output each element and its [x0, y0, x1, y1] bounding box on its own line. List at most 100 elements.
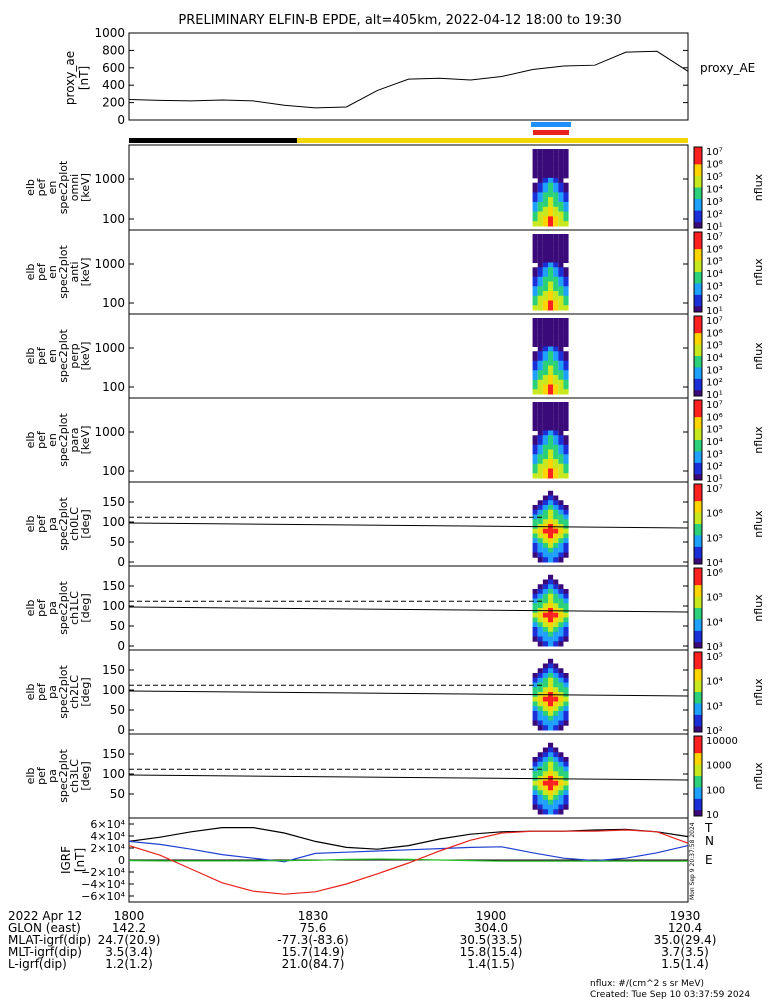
spec-cell — [563, 463, 569, 469]
spec-cell — [558, 752, 564, 758]
spec-cell — [532, 411, 538, 417]
spec-cell — [563, 221, 569, 227]
spec-cell — [537, 725, 543, 731]
colorbar-swatch — [694, 692, 702, 699]
spec-cell — [563, 449, 569, 455]
spec-cell — [563, 757, 569, 763]
spec-cell — [542, 473, 548, 479]
spec-cell — [563, 790, 569, 796]
colorbar-swatch — [694, 266, 702, 273]
colorbar-swatch — [694, 776, 702, 783]
spec-cell — [532, 612, 538, 618]
spec-cell — [558, 543, 564, 549]
spec-cell — [553, 804, 559, 810]
ephem-value: 30.5(33.5) — [460, 933, 523, 947]
spec-cell — [558, 411, 564, 417]
spec-cell — [563, 163, 569, 169]
spec-cell — [563, 327, 569, 333]
spec-ylabel-1: pef — [35, 346, 48, 365]
spec-cell — [563, 435, 569, 441]
spec-ylabel-2: en — [46, 265, 59, 279]
spec-cell — [532, 440, 538, 446]
spec-cell — [532, 341, 538, 347]
spec-cell — [563, 158, 569, 164]
spec-cell — [537, 468, 543, 474]
colorbar-swatch — [694, 657, 702, 664]
spec-cell — [532, 711, 538, 717]
spec-cell — [548, 182, 554, 188]
spec-cell — [548, 687, 554, 693]
spec-cell — [558, 206, 564, 213]
spec-cell — [542, 463, 548, 469]
spec-cell — [542, 589, 548, 595]
spec-cell — [537, 543, 543, 549]
spec-cell — [548, 725, 554, 731]
spec-ylabel-3: spec2plot — [57, 497, 70, 551]
spec-cell — [558, 322, 564, 328]
spec-cell — [537, 444, 543, 450]
spec-cell — [558, 761, 564, 767]
spec-cell — [542, 384, 548, 390]
spec-cell — [548, 402, 554, 408]
proxy-ae-frame — [128, 32, 689, 121]
igrf-tick-label: −4×10⁴ — [81, 878, 125, 891]
spec-cell — [537, 322, 543, 328]
spec-ylabel-4: ch0LC — [68, 507, 81, 541]
spec-cell — [558, 673, 564, 679]
spec-cell — [558, 725, 564, 731]
spec-ylabel-2: en — [46, 349, 59, 363]
colorbar-swatch — [694, 434, 702, 441]
spec-cell — [553, 216, 559, 222]
spec-cell — [542, 421, 548, 427]
spec-cell — [532, 153, 538, 160]
spec-cell — [548, 766, 554, 772]
spec-ylabel-3: spec2plot — [57, 665, 70, 719]
spec-cell — [537, 341, 543, 347]
spec-cell — [532, 384, 538, 390]
spec-cell — [542, 785, 548, 791]
spec-cell — [537, 552, 543, 558]
colorbar-swatch — [694, 558, 702, 565]
spec-cell — [553, 444, 559, 450]
spec-cell — [537, 267, 543, 273]
spec-cell — [563, 300, 569, 306]
spec-cell — [558, 706, 564, 712]
spec-cell — [548, 519, 554, 525]
colorbar-tick-label: 10¹ — [706, 474, 723, 485]
spec-cell — [548, 197, 554, 203]
spec-cell — [537, 500, 543, 506]
spec-cell — [548, 780, 554, 786]
spec-cell — [548, 449, 554, 455]
colorbar-swatch — [694, 674, 702, 682]
spec-cell — [553, 505, 559, 511]
spec-ylabel-0: elb — [24, 600, 37, 617]
spec-cell — [548, 253, 554, 259]
colorbar-swatch — [694, 804, 702, 811]
spec-cell — [542, 305, 548, 311]
spec-cell — [537, 547, 543, 553]
spec-cell — [548, 490, 554, 496]
colorbar-label: nflux — [752, 342, 765, 370]
spec-cell — [553, 211, 559, 217]
colorbar-swatch — [694, 512, 702, 519]
colorbar-swatch — [694, 187, 702, 194]
colorbar-swatch — [694, 613, 702, 620]
spec-cell — [537, 365, 543, 371]
spec-cell — [542, 682, 548, 688]
spec-cell — [537, 752, 543, 758]
spec-cell — [548, 752, 554, 758]
colorbar-swatch — [694, 810, 702, 817]
spec-cell — [548, 663, 554, 669]
spec-cell — [558, 421, 564, 427]
spec-cell — [542, 715, 548, 721]
spec-cell — [542, 509, 548, 515]
spec-cell — [553, 668, 559, 674]
spec-cell — [537, 370, 543, 376]
colorbar-swatch — [694, 272, 702, 279]
spec-cell — [553, 795, 559, 801]
ephem-label: L-igrf(dip) — [8, 957, 67, 971]
ephem-value: 304.0 — [474, 921, 508, 935]
colorbar-swatch — [694, 753, 702, 760]
spec-cell — [558, 286, 564, 292]
spec-cell — [553, 677, 559, 683]
